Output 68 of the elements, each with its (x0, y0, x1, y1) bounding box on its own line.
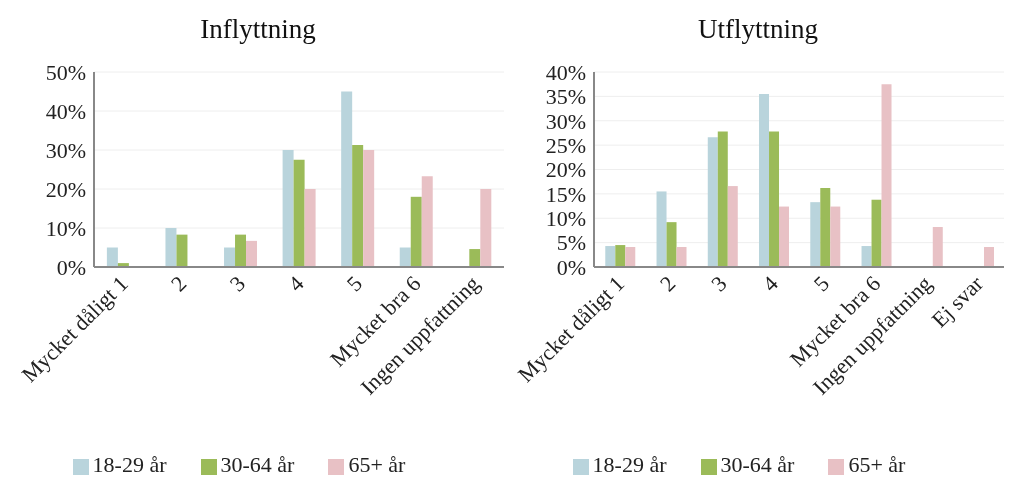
bar (871, 199, 882, 267)
bar (165, 228, 177, 267)
x-tick-label: 2 (165, 270, 192, 297)
bar (282, 150, 294, 267)
x-tick-label: 4 (283, 270, 309, 297)
x-tick-label: 5 (341, 270, 368, 297)
legend-label: 30-64 år (220, 452, 295, 477)
bar (656, 191, 667, 267)
x-tick-label: 4 (757, 270, 783, 297)
bar (469, 249, 481, 267)
y-tick-label: 10% (45, 215, 86, 241)
bar (399, 247, 411, 267)
x-tick-label: 3 (224, 270, 250, 297)
bar (830, 206, 841, 267)
bar (717, 131, 728, 267)
bar (759, 93, 770, 267)
bar (932, 227, 943, 267)
bar (293, 159, 305, 267)
x-tick-label: 5 (808, 270, 835, 297)
bar (363, 150, 375, 267)
bar (421, 176, 433, 267)
bar (341, 91, 353, 267)
bar (727, 186, 738, 267)
bar (779, 206, 790, 267)
x-tick-label: 3 (706, 270, 732, 297)
y-tick-label: 25% (545, 132, 586, 158)
bar (769, 131, 780, 267)
legend-label: 65+ år (348, 452, 406, 477)
y-tick-label: 20% (545, 157, 586, 183)
bar (106, 247, 118, 267)
bar (810, 202, 821, 267)
y-tick-label: 5% (556, 230, 586, 256)
y-tick-label: 0% (56, 254, 86, 280)
bar (707, 137, 718, 267)
y-tick-label: 40% (45, 98, 86, 124)
bar (224, 247, 236, 267)
legend-label: 18-29 år (592, 452, 667, 477)
y-tick-label: 15% (545, 181, 586, 207)
bar (861, 246, 872, 267)
y-tick-label: 10% (545, 206, 586, 232)
chart-title: Utflyttning (698, 14, 818, 46)
legend-label: 65+ år (848, 452, 906, 477)
bar (176, 234, 188, 267)
y-tick-label: 40% (545, 59, 586, 85)
bar (410, 196, 422, 267)
y-tick-label: 0% (556, 254, 586, 280)
y-tick-label: 50% (45, 59, 86, 85)
bar (984, 247, 995, 267)
bar (625, 247, 636, 267)
y-tick-label: 20% (45, 176, 86, 202)
y-tick-label: 30% (45, 137, 86, 163)
bar (480, 189, 492, 267)
bar (881, 84, 892, 267)
bar (246, 240, 258, 267)
x-tick-label: 2 (654, 270, 681, 297)
bar (352, 144, 364, 267)
legend-label: 30-64 år (720, 452, 795, 477)
bar (615, 245, 626, 267)
bar (666, 222, 677, 267)
y-tick-label: 35% (545, 84, 586, 110)
y-tick-label: 30% (545, 108, 586, 134)
chart-title: Inflyttning (200, 14, 316, 46)
bar (676, 247, 687, 267)
bar (820, 188, 831, 267)
legend-label: 18-29 år (92, 452, 167, 477)
bar (605, 246, 616, 267)
bar (304, 189, 316, 267)
bar (235, 234, 247, 267)
